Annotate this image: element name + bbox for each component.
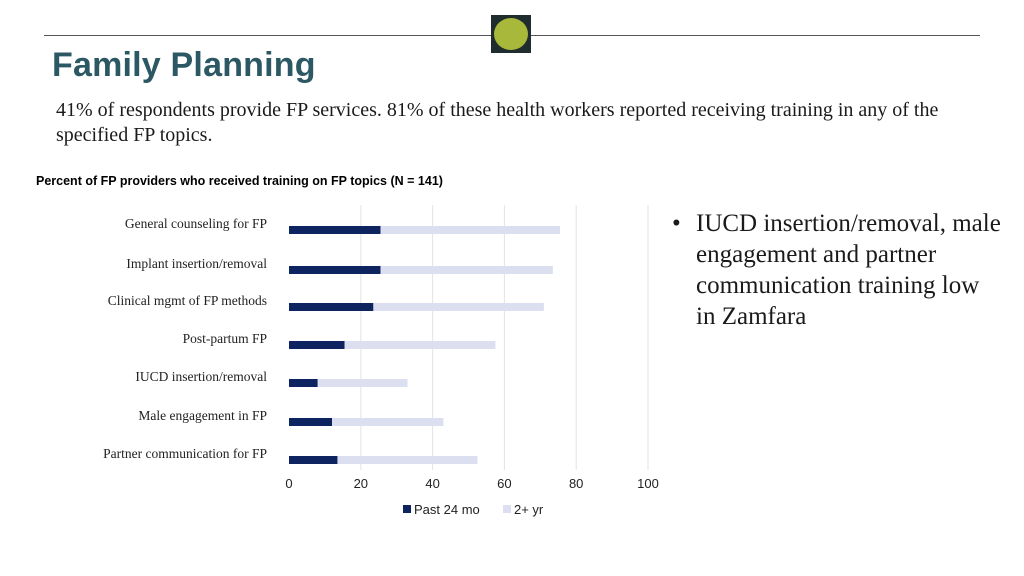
- bullet-text: IUCD insertion/removal, male engagement …: [696, 210, 1001, 330]
- category-label: Implant insertion/removal: [126, 256, 267, 271]
- x-tick-label: 80: [569, 476, 583, 491]
- category-label: General counseling for FP: [125, 216, 267, 231]
- bar-past-24-mo: [289, 418, 333, 426]
- x-tick-label: 60: [497, 476, 511, 491]
- green-dot-icon: [494, 18, 528, 50]
- bar-past-24-mo: [289, 341, 345, 349]
- x-tick-label: 100: [637, 476, 659, 491]
- chart-title: Percent of FP providers who received tra…: [36, 174, 443, 188]
- intro-text: 41% of respondents provide FP services. …: [56, 99, 939, 146]
- bullet-point: • IUCD insertion/removal, male engagemen…: [672, 208, 1002, 332]
- training-bar-chart: General counseling for FP Implant inserti…: [103, 205, 659, 517]
- bar-past-24-mo: [289, 226, 381, 234]
- category-label: Male engagement in FP: [138, 408, 267, 423]
- bar-past-24-mo: [289, 456, 338, 464]
- category-label: Clinical mgmt of FP methods: [108, 293, 267, 308]
- legend-swatch: [503, 505, 511, 513]
- bar-2-plus-yr: [380, 226, 561, 234]
- x-tick-label: 0: [285, 476, 292, 491]
- x-tick-label: 40: [425, 476, 439, 491]
- page-title: Family Planning: [52, 46, 316, 84]
- legend-label: 2+ yr: [514, 502, 544, 517]
- category-label: Post-partum FP: [183, 331, 267, 346]
- category-label: Partner communication for FP: [103, 446, 267, 461]
- bar-past-24-mo: [289, 303, 374, 311]
- logo-badge: [491, 15, 531, 53]
- x-tick-label: 20: [354, 476, 368, 491]
- bullet-marker: •: [672, 210, 681, 237]
- category-label: IUCD insertion/removal: [135, 369, 267, 384]
- legend-label: Past 24 mo: [414, 502, 480, 517]
- bar-2-plus-yr: [337, 456, 478, 464]
- bar-2-plus-yr: [317, 379, 408, 387]
- legend-swatch: [403, 505, 411, 513]
- bar-2-plus-yr: [373, 303, 544, 311]
- bar-past-24-mo: [289, 379, 318, 387]
- bar-2-plus-yr: [380, 266, 553, 274]
- bar-2-plus-yr: [344, 341, 496, 349]
- bar-2-plus-yr: [332, 418, 444, 426]
- bar-past-24-mo: [289, 266, 381, 274]
